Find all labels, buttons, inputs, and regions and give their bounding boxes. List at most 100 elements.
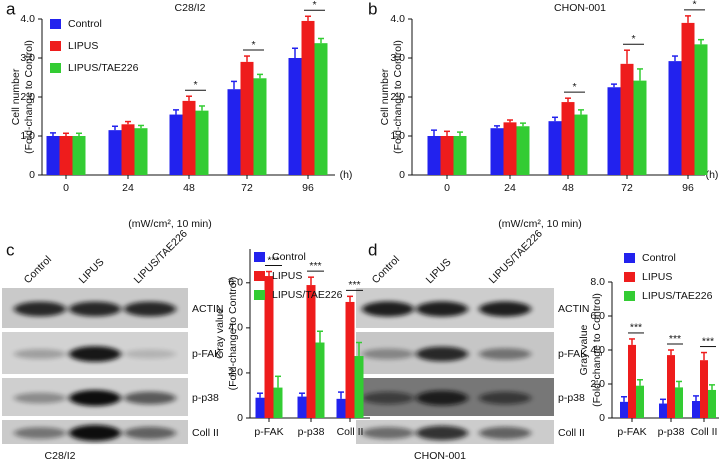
blot-band <box>69 301 121 317</box>
error-bar <box>457 131 463 136</box>
legend-label: LIPUS <box>272 270 302 282</box>
bar <box>427 136 441 175</box>
error-bar <box>299 392 305 397</box>
bar <box>227 89 241 175</box>
error-bar <box>611 83 617 88</box>
error-bar <box>629 338 635 345</box>
bar <box>708 389 716 418</box>
x-tick-label: p-p38 <box>658 426 685 438</box>
bar <box>636 385 644 418</box>
x-tick-label: p-p38 <box>298 426 325 438</box>
bar <box>288 58 302 175</box>
bar <box>240 61 254 175</box>
bar <box>315 342 325 418</box>
blot-band <box>416 390 468 406</box>
legend-label: Control <box>272 251 306 263</box>
legend-swatch <box>50 19 61 29</box>
y-axis-label: Gray value <box>214 308 226 359</box>
bar <box>675 387 683 418</box>
significance-label: * <box>251 39 255 51</box>
blot-band <box>362 301 414 317</box>
bar <box>668 61 682 176</box>
y-axis-label: Gray value <box>578 324 590 375</box>
bar <box>516 126 530 175</box>
significance-label: * <box>692 0 696 11</box>
bar <box>253 78 267 175</box>
x-tick-label: 24 <box>122 182 134 194</box>
bar <box>490 128 504 175</box>
x-tick-label: 48 <box>562 182 574 194</box>
x-tick-label: 0 <box>444 182 450 194</box>
bar <box>59 136 73 175</box>
blot-caption: C28/I2 <box>45 450 76 462</box>
y-tick-label: 2.0 <box>390 91 405 103</box>
legend-swatch <box>254 271 265 281</box>
blot-row-label: p-p38 <box>558 392 585 404</box>
error-bar <box>257 73 263 79</box>
error-bar <box>112 125 118 131</box>
bar <box>108 130 122 175</box>
bar <box>659 403 667 418</box>
blot-band <box>14 301 66 317</box>
legend-label: LIPUS/TAE226 <box>68 62 139 74</box>
bar <box>297 396 307 418</box>
blot-lane-label: LIPUS <box>77 256 107 286</box>
blot-band <box>362 391 414 405</box>
x-tick-label: 72 <box>241 182 253 194</box>
bar <box>169 114 183 175</box>
bar <box>121 124 135 175</box>
blot-caption: CHON-001 <box>414 450 466 462</box>
blot-band <box>362 427 414 439</box>
y-tick-label: 4.0 <box>228 322 243 334</box>
x-tick-label: 72 <box>621 182 633 194</box>
panel-label: d <box>368 240 377 259</box>
significance-label: *** <box>348 279 360 291</box>
bar <box>681 22 695 176</box>
legend-swatch <box>50 41 61 51</box>
significance-label: *** <box>702 335 714 347</box>
blot-lane-label: LIPUS <box>424 256 454 286</box>
error-bar <box>275 375 281 388</box>
chart-title: C28/I2 <box>175 2 206 14</box>
y-tick-label: 4.0 <box>20 13 35 25</box>
y-axis-label: Cell number <box>379 68 391 125</box>
bar <box>620 63 634 175</box>
blot-lane-label: LIPUS/TAE226 <box>487 228 545 286</box>
x-unit: (h) <box>706 169 719 181</box>
error-bar <box>244 55 250 62</box>
error-bar <box>565 97 571 103</box>
chart-title: CHON-001 <box>554 2 606 14</box>
y-tick-label: 0 <box>399 169 405 181</box>
blot-band <box>69 346 121 362</box>
y-axis-label: (Fold-change to Control) <box>392 40 404 154</box>
legend-label: LIPUS <box>68 40 98 52</box>
bar <box>195 110 209 175</box>
error-bar <box>186 95 192 101</box>
bar <box>574 114 588 175</box>
y-tick-label: 3.0 <box>20 52 35 64</box>
bar <box>273 387 283 418</box>
error-bar <box>552 116 558 122</box>
legend-label: LIPUS <box>642 271 672 283</box>
bar <box>182 100 196 175</box>
panel-label: c <box>6 240 15 259</box>
bar <box>561 102 575 175</box>
error-bar <box>199 105 205 111</box>
error-bar <box>672 55 678 62</box>
blot-row-label: Coll II <box>192 427 219 439</box>
error-bar <box>578 109 584 115</box>
significance-label: *** <box>669 333 681 345</box>
y-tick-label: 1.0 <box>20 130 35 142</box>
bar <box>607 87 621 175</box>
y-tick-label: 4.0 <box>590 344 605 356</box>
bar <box>306 285 316 418</box>
error-bar <box>520 122 526 127</box>
blot-row-label: p-p38 <box>192 392 219 404</box>
error-bar <box>138 124 144 129</box>
bar <box>440 136 454 175</box>
significance-label: * <box>193 79 197 91</box>
error-bar <box>347 295 353 302</box>
bar <box>46 136 60 175</box>
error-bar <box>318 37 324 44</box>
